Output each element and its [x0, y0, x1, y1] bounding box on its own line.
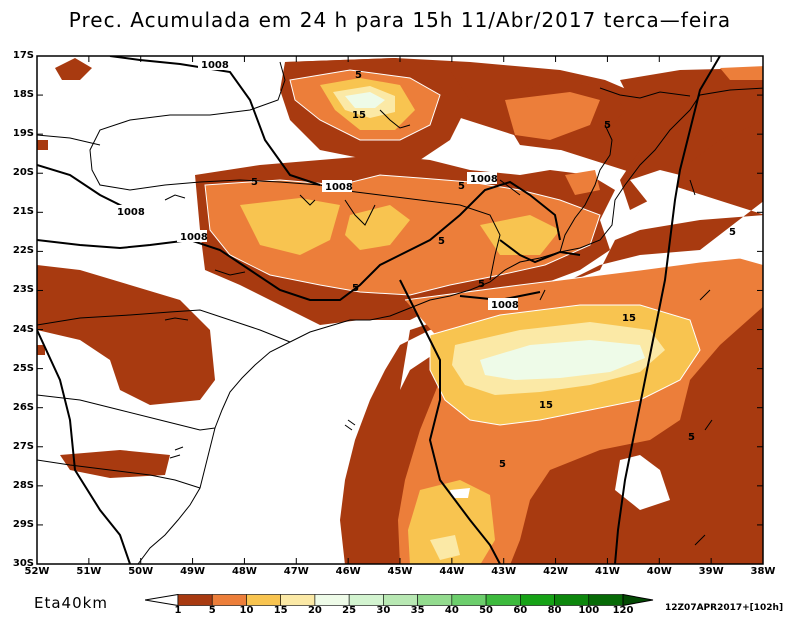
precip-contour-label: 5	[478, 279, 485, 290]
colorbar-tick-label: 20	[307, 605, 322, 616]
longitude-label: 50W	[128, 566, 154, 577]
latitude-label: 28S	[12, 479, 34, 491]
run-label: 12Z07APR2017+[102h]	[665, 603, 784, 613]
longitude-label: 44W	[439, 566, 465, 577]
dry-areas	[450, 170, 680, 510]
precip-contour-label: 5	[729, 227, 736, 238]
isobar-label: 1008	[325, 182, 353, 193]
isobar-label: 1008	[470, 174, 498, 185]
colorbar-cell	[417, 594, 453, 606]
latitude-label: 19S	[12, 128, 34, 140]
colorbar-cell	[280, 594, 316, 606]
precip-contour-label: 5	[352, 283, 359, 294]
colorbar-cell	[314, 594, 350, 606]
precip-contour-label: 5	[458, 181, 465, 192]
colorbar-arrow-low	[145, 594, 179, 606]
longitude-label: 49W	[180, 566, 206, 577]
precip-contour-label: 5	[355, 70, 362, 81]
colorbar-tick-label: 35	[410, 605, 425, 616]
colorbar-tick-label: 30	[376, 605, 391, 616]
map-title: Prec. Acumulada em 24 h para 15h 11/Abr/…	[68, 8, 732, 32]
pressure-contours	[37, 56, 721, 564]
precip-contour-label: 5	[688, 432, 695, 443]
latitude-label: 30S	[12, 558, 34, 569]
latitude-label: 22S	[12, 245, 34, 257]
colorbar-tick-label: 5	[208, 605, 216, 616]
colorbar-cell	[485, 594, 521, 606]
colorbar-cell	[211, 594, 247, 606]
colorbar-tick-label: 15	[273, 605, 288, 616]
latitude-label: 23S	[12, 284, 34, 296]
colorbar-tick-label: 1	[174, 605, 182, 616]
precip-contour-label: 15	[352, 110, 366, 121]
latitude-label: 27S	[12, 440, 34, 452]
isobar-label: 1008	[180, 232, 208, 243]
longitude-label: 45W	[387, 566, 413, 577]
longitude-label: 51W	[76, 566, 102, 577]
colorbar-cell	[554, 594, 590, 606]
wind-barbs	[164, 179, 713, 546]
longitude-label: 42W	[543, 566, 569, 577]
isobar-label: 1008	[491, 300, 519, 311]
colorbar-cell	[520, 594, 555, 606]
colorbar-cell	[383, 594, 418, 606]
longitude-label: 48W	[231, 566, 257, 577]
longitude-label: 43W	[491, 566, 517, 577]
latitude-label: 24S	[12, 323, 34, 335]
precip-contour-label: 5	[604, 120, 611, 131]
latitude-label: 26S	[12, 401, 34, 413]
precip-contour-label: 5	[438, 236, 445, 247]
precipitation-fill	[37, 58, 763, 564]
longitude-label: 39W	[698, 566, 724, 577]
longitude-label: 46W	[335, 566, 361, 577]
longitude-label: 47W	[283, 566, 309, 577]
colorbar-cell	[177, 594, 213, 606]
colorbar-tick-label: 40	[444, 605, 459, 616]
latitude-label: 29S	[12, 518, 34, 530]
longitude-label: 38W	[750, 566, 776, 577]
colorbar-cell	[451, 594, 487, 606]
colorbar-cell	[588, 594, 624, 606]
coastline-borders	[37, 61, 763, 564]
precip-labels: 5 15 5 5 5 5 5 5 5 15 15 5 5	[251, 70, 736, 470]
colorbar-tick-label: 50	[479, 605, 494, 616]
model-label: Eta40km	[34, 594, 108, 612]
precip-contour-label: 5	[499, 459, 506, 470]
colorbar-tick-label: 60	[513, 605, 528, 616]
colorbar-tick-label: 100	[578, 605, 600, 616]
colorbar-tick-label: 25	[342, 605, 357, 616]
precip-contour-label: 5	[251, 177, 258, 188]
contour-labels: 1008 1008 1008 1008 1008 1008	[113, 58, 519, 311]
colorbar-arrow-high	[622, 594, 654, 606]
colorbar-cell	[246, 594, 281, 606]
latitude-label: 18S	[12, 89, 34, 101]
colorbar-tick-label: 80	[547, 605, 562, 616]
latitude-label: 25S	[12, 362, 34, 374]
longitude-label: 52W	[24, 566, 50, 577]
precip-contour-label: 15	[539, 400, 553, 411]
latitude-label: 20S	[12, 167, 34, 179]
latitude-label: 21S	[12, 206, 34, 218]
longitude-label: 40W	[646, 566, 672, 577]
longitude-label: 41W	[594, 566, 620, 577]
latitude-label: 17S	[12, 50, 34, 61]
colorbar-tick-label: 10	[239, 605, 254, 616]
isobar-label: 1008	[117, 207, 145, 218]
colorbar	[145, 594, 654, 606]
axis-ticks	[36, 55, 764, 565]
precip-contour-label: 15	[622, 313, 636, 324]
colorbar-tick-label: 120	[612, 605, 634, 616]
isobar-label: 1008	[201, 60, 229, 71]
colorbar-cell	[348, 594, 384, 606]
